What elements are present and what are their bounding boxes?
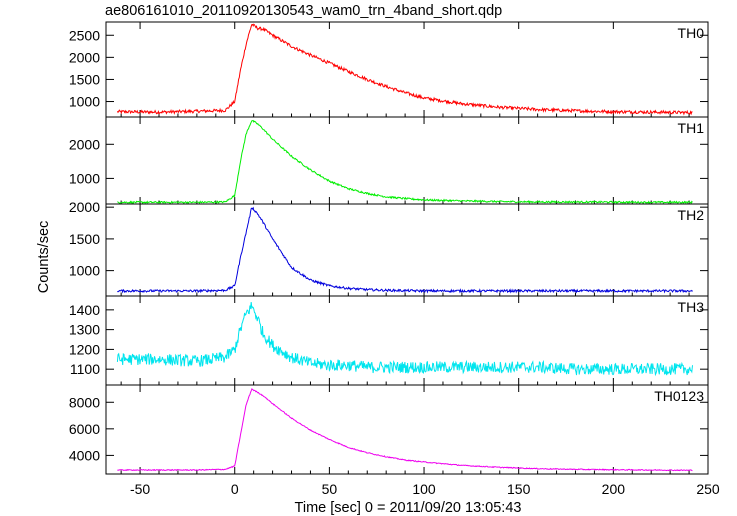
panel-label-th0: TH0 xyxy=(678,25,705,41)
series-th3-line xyxy=(116,301,693,377)
y-tick-label: 2000 xyxy=(69,199,100,215)
panel-th1: 1000 2000 TH1 xyxy=(69,116,709,205)
y-tick-label: 4000 xyxy=(69,447,100,463)
panel-label-th1: TH1 xyxy=(678,120,705,136)
y-tick-label: 1100 xyxy=(70,361,100,377)
y-tick-label: 2000 xyxy=(69,49,100,65)
x-tick-label: 50 xyxy=(322,481,338,497)
x-tick-label: 0 xyxy=(231,481,239,497)
series-th2-line xyxy=(117,206,693,294)
y-tick-label: 1000 xyxy=(69,170,100,186)
y-tick-label: 1000 xyxy=(69,263,100,279)
panel-frame xyxy=(105,203,709,297)
y-tick-label: 1500 xyxy=(69,231,100,247)
y-tick-label: 1000 xyxy=(69,94,100,110)
panel-label-th2: TH2 xyxy=(678,207,705,223)
y-tick-label: 8000 xyxy=(69,394,100,410)
panel-frame xyxy=(105,116,709,205)
chart-title: ae806161010_20110920130543_wam0_trn_4ban… xyxy=(105,3,502,19)
y-tick-label: 1400 xyxy=(69,302,100,318)
panel-th2: 1000 1500 2000 TH2 xyxy=(69,199,709,297)
y-tick-label: 1300 xyxy=(69,322,100,338)
series-th1-line xyxy=(117,119,693,205)
panel-th0: 1000 1500 2000 2500 TH0 xyxy=(69,21,709,118)
y-tick-label: 2500 xyxy=(69,27,100,43)
series-th0123-line xyxy=(117,387,693,472)
x-tick-label: 100 xyxy=(412,481,436,497)
series-th0-line xyxy=(116,23,693,116)
panel-label-th0123: TH0123 xyxy=(654,388,704,404)
y-tick-label: 1500 xyxy=(69,71,100,87)
x-tick-label: 150 xyxy=(507,481,531,497)
y-tick-label: 1200 xyxy=(69,341,100,357)
x-axis-label: Time [sec] 0 = 2011/09/20 13:05:43 xyxy=(295,500,522,516)
y-tick-label: 6000 xyxy=(69,421,100,437)
y-tick-label: 2000 xyxy=(69,136,100,152)
panel-th3: 1100 1200 1300 1400 TH3 xyxy=(69,295,709,386)
x-tick-label: 200 xyxy=(602,481,626,497)
y-axis-label: Counts/sec xyxy=(36,221,52,294)
panel-label-th3: TH3 xyxy=(678,299,705,315)
x-tick-label: -50 xyxy=(130,481,150,497)
panel-th0123: 4000 6000 8000 TH0123 xyxy=(69,384,709,475)
panel-frame xyxy=(105,384,709,475)
x-tick-label: 250 xyxy=(696,481,720,497)
panel-frame xyxy=(105,21,709,118)
